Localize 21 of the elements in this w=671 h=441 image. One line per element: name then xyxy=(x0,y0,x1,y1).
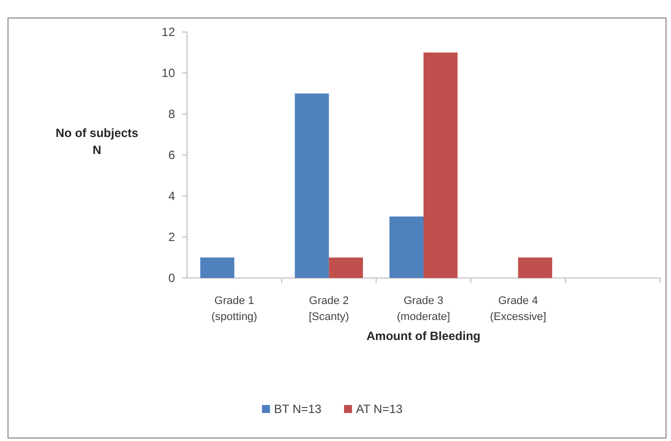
y-tick-label: 8 xyxy=(168,107,176,122)
y-tick-label: 12 xyxy=(162,25,176,40)
bar xyxy=(294,94,329,278)
bar xyxy=(328,258,363,278)
y-tick-label: 10 xyxy=(162,66,176,80)
legend-label: BT N=13 xyxy=(274,402,322,416)
y-tick-label: 4 xyxy=(168,189,176,204)
bar xyxy=(424,52,458,278)
x-tick-label: Grade 3 (moderate] xyxy=(396,295,450,323)
x-tick-label: Grade 1 (spotting) xyxy=(211,295,258,323)
x-tick-label: Grade 2 [Scanty) xyxy=(308,295,350,323)
y-tick-label: 0 xyxy=(168,271,176,286)
bar xyxy=(389,216,424,278)
x-axis-title: Amount of Bleeding xyxy=(366,329,480,343)
y-tick-label: 6 xyxy=(168,148,176,162)
legend-label: AT N=13 xyxy=(356,402,403,416)
bar xyxy=(200,258,234,278)
bar xyxy=(518,258,552,278)
y-tick-label: 2 xyxy=(168,230,176,244)
x-tick-label: Grade 4 (Excessive] xyxy=(490,295,546,323)
y-axis-title: No of subjects N xyxy=(56,126,139,157)
